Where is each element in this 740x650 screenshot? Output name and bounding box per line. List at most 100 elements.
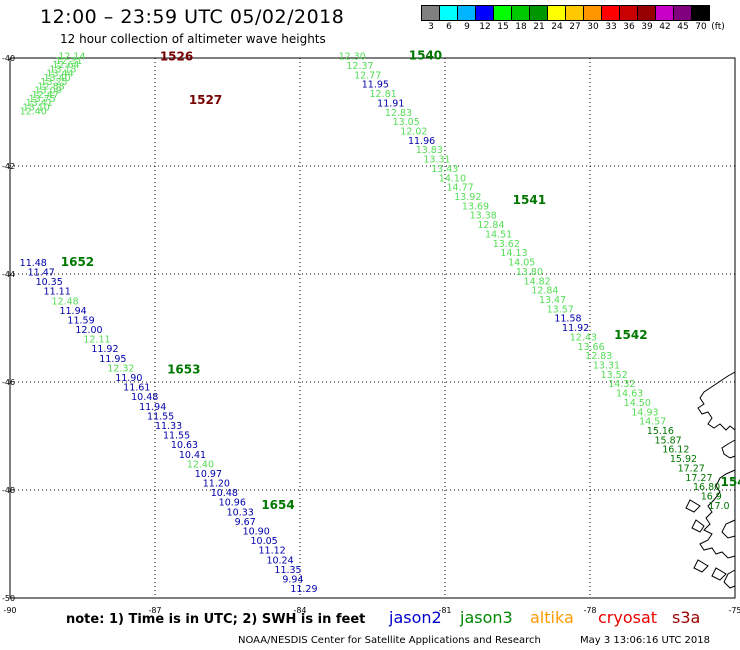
wave-height-value: 10.41 [179,450,206,461]
wave-height-value: 13.05 [393,117,420,128]
wave-height-value: 14.51 [485,229,512,240]
legend-label: 15 [497,22,509,32]
legend-label: 30 [587,22,599,32]
wave-height-value: 11.58 [554,314,581,325]
wave-height-value: 13.83 [416,145,443,156]
color-legend: 3 6 9 12 15 18 21 24 27 30 33 36 39 42 45 70 (ft) [421,5,740,33]
wave-height-value: 11.94 [139,402,166,413]
satellite-tracks: 12.1412.3112.6413.1313.4413.4013.2512.88… [20,52,730,595]
coastline [685,371,736,589]
wave-height-value: 11.96 [408,136,435,147]
wave-height-value: 11.90 [115,373,142,384]
legend-labels: 3 6 9 12 15 18 21 24 27 30 33 36 39 42 45 70 (ft) [422,21,740,33]
wave-height-value: 12.31 [55,56,82,67]
lat-tick-label: -50 [2,594,15,603]
wave-height-value: 11.33 [155,421,182,432]
coastline-segment [711,567,727,581]
lat-tick-label: -46 [2,378,15,387]
wave-height-value: 13.10 [23,102,50,113]
lat-tick-label: -44 [2,270,15,279]
generated-timestamp: May 3 13:06:16 UTC 2018 [580,635,710,646]
pass-time-label: 1527 [189,93,222,107]
wave-height-value: 10.48 [211,488,238,499]
wave-height-value: 9.67 [235,517,256,528]
wave-height-value: 10.90 [243,527,270,538]
wave-height-value: 12.37 [346,61,373,72]
wave-height-value: 12.88 [38,81,65,92]
wave-height-value: 11.48 [20,258,47,269]
page-title: 12:00 – 23:59 UTC 05/02/2018 [40,6,345,28]
wave-height-value: 13.92 [454,192,481,203]
wave-height-value: 17.0 [708,501,729,512]
wave-height-value: 12.81 [369,89,396,100]
legend-label: 3 [428,22,434,32]
legend-label: 39 [641,22,653,32]
wave-height-value: 10.48 [131,392,158,403]
wave-height-value: 10.35 [36,277,63,288]
satellite-name: altika [530,608,574,627]
legend-label: 42 [659,22,671,32]
lat-lon-grid [9,57,736,599]
wave-height-value: 14.82 [524,276,551,287]
legend-label: 33 [605,22,617,32]
lon-tick-label: -84 [293,606,306,615]
legend-label: 6 [446,22,452,32]
coastline-segment [693,559,709,573]
wave-height-value: 13.80 [516,267,543,278]
axis-ticks: -90 -87 -84 -81 -78 -75 -40 -42 -44 -46 -48 -50 [2,54,740,615]
wave-height-value: 12.32 [107,363,134,374]
wave-height-value: 11.92 [91,344,118,355]
wave-height-value: 14.63 [616,389,643,400]
wave-height-value: 16.12 [662,445,689,456]
wave-height-value: 11.92 [562,323,589,334]
pass-time-label: 1654 [261,498,294,512]
satellite-name: jason2 [389,608,442,627]
wave-height-value: 10.97 [195,469,222,480]
footnote: note: 1) Time is in UTC; 2) SWH is in fe… [66,612,366,627]
wave-height-value: 16.80 [693,482,720,493]
wave-height-value: 13.62 [493,239,520,250]
wave-height-value: 14.57 [639,417,666,428]
wave-height-value: 10.05 [251,536,278,547]
legend-swatch [691,5,710,21]
wave-height-value: 11.91 [377,98,404,109]
lon-tick-label: -81 [438,606,451,615]
legend-label: 9 [464,22,470,32]
credit-line: NOAA/NESDIS Center for Satellite Applica… [238,635,541,646]
lon-tick-label: -90 [3,606,16,615]
page-subtitle: 12 hour collection of altimeter wave hei… [60,32,326,46]
legend-label: 18 [515,22,527,32]
wave-height-value: 13.52 [601,370,628,381]
wave-height-value: 13.41 [26,98,53,109]
wave-height-value: 13.69 [462,201,489,212]
coastline-segment [721,439,736,459]
pass-time-label: 1543 [721,475,740,489]
wave-height-value: 9.94 [282,574,303,585]
coastline-segment [685,499,701,513]
legend-label: 12 [479,22,491,32]
wave-height-value: 12.02 [400,127,427,138]
wave-height-value: 14.05 [508,258,535,269]
lon-tick-label: -75 [728,606,740,615]
satellite-name: cryosat [598,608,658,627]
wave-height-value: 13.13 [49,64,76,75]
wave-height-value: 13.31 [423,155,450,166]
wave-height-value: 17.27 [678,463,705,474]
wave-height-value: 13.57 [547,304,574,315]
track-1652-1654: 11.4811.4710.3511.1112.4811.9411.5912.00… [20,258,318,595]
wave-height-value: 12.77 [354,70,381,81]
legend-label: 45 [677,22,689,32]
wave-height-value: 12.47 [32,90,59,101]
wave-height-value: 11.94 [59,306,86,317]
wave-height-value: 12.48 [52,296,79,307]
wave-height-value: 13.47 [539,295,566,306]
pass-time-label: 1540 [409,49,442,63]
wave-height-value: 10.63 [171,440,198,451]
wave-height-value: 11.59 [67,315,94,326]
wave-height-value: 12.14 [58,52,85,63]
wave-height-value: 16.9 [701,492,722,503]
wave-height-value: 12.83 [585,351,612,362]
legend-label: 21 [533,22,545,32]
track-1540-1543: 12.3012.3712.7711.9512.8111.9112.8313.05… [339,52,730,512]
